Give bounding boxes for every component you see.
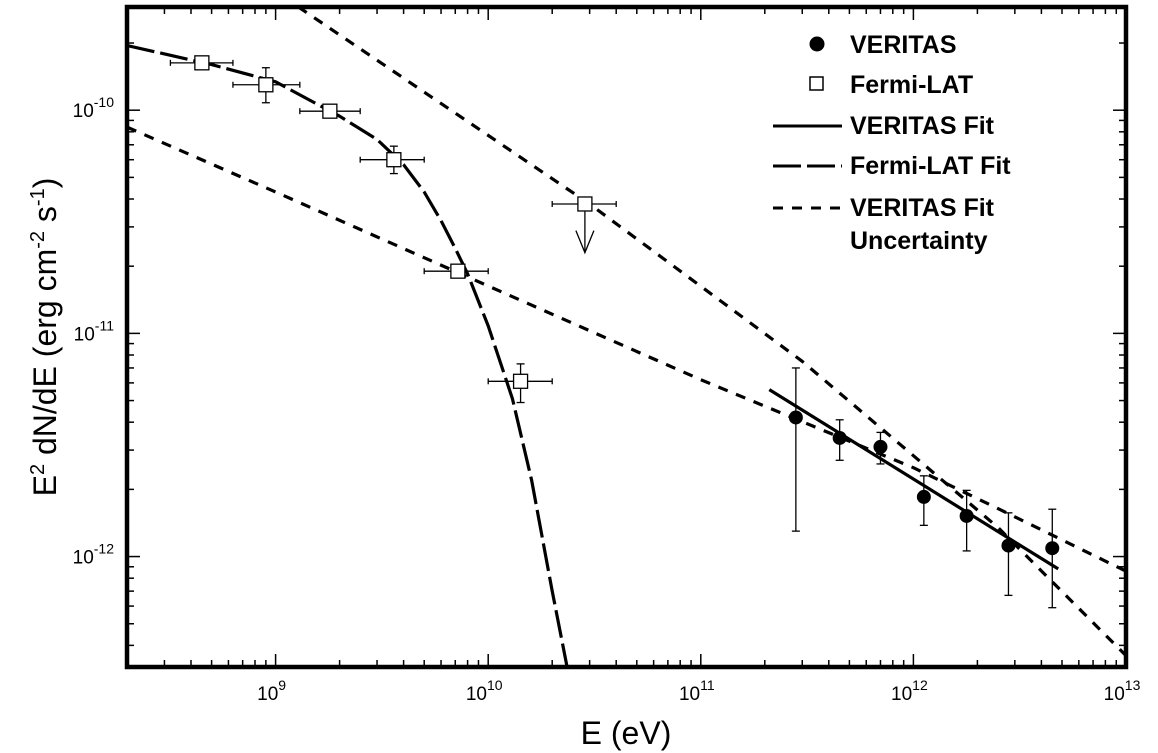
fermi-marker — [194, 55, 210, 71]
veritas-point — [916, 475, 931, 526]
y-axis-title-part-c: s — [27, 206, 63, 231]
x-tick-label-exponent: 9 — [278, 677, 286, 693]
fermi-marker — [386, 152, 402, 168]
y-tick-label: 10-11 — [74, 317, 115, 345]
fermi-marker — [512, 373, 529, 389]
fermi-point — [487, 363, 553, 404]
curve-uncertainty_upper — [297, 7, 1126, 657]
veritas-point — [873, 431, 888, 465]
x-tick-label: 109 — [257, 677, 286, 705]
legend: VERITAS Fermi-LAT VERITAS Fit Fermi-LAT … — [773, 31, 1011, 255]
fermi-marker — [258, 77, 274, 93]
veritas-point — [1001, 512, 1016, 597]
y-axis-title-part-d: ) — [27, 178, 63, 189]
x-tick-label-base: 10 — [1104, 684, 1125, 705]
veritas-marker — [832, 430, 847, 445]
x-tick-label-base: 10 — [891, 684, 912, 705]
y-axis-title-sup-b: -2 — [27, 231, 49, 249]
veritas-point — [832, 419, 847, 461]
legend-fermi-label: Fermi-LAT — [850, 71, 973, 99]
data-points — [169, 55, 1060, 609]
y-tick-label: 10-12 — [73, 541, 115, 569]
legend-veritas-label: VERITAS — [850, 31, 957, 59]
fermi-point — [551, 196, 617, 255]
x-tick-label-base: 10 — [466, 684, 487, 705]
x-tick-label: 1010 — [466, 677, 503, 705]
legend-fermi-marker — [809, 76, 824, 91]
y-axis-title-sup-c: -1 — [27, 188, 49, 206]
legend-fermi-fit-label: Fermi-LAT Fit — [850, 152, 1011, 180]
upper-limit-arrow-head — [575, 230, 595, 255]
plot-frame — [124, 4, 1129, 670]
y-tick-label-base: 10 — [73, 548, 94, 569]
veritas-point — [1045, 508, 1060, 609]
y-axis-title-sup-a: 2 — [27, 464, 49, 475]
fermi-marker — [577, 196, 593, 212]
veritas-point — [788, 367, 803, 532]
veritas-marker — [1045, 541, 1060, 556]
y-tick-label-base: 10 — [73, 101, 94, 122]
legend-veritas-marker — [809, 36, 825, 52]
y-axis-title-part-a: E — [27, 475, 63, 496]
veritas-marker — [788, 410, 803, 425]
fermi-point — [169, 55, 234, 71]
x-tick-label: 1011 — [679, 677, 715, 705]
veritas-marker — [959, 508, 974, 523]
x-tick-label: 1013 — [1104, 677, 1141, 705]
y-tick-label: 10-10 — [73, 94, 115, 122]
legend-veritas-fit-label: VERITAS Fit — [850, 112, 995, 140]
x-tick-label: 1012 — [891, 677, 928, 705]
y-tick-label-base: 10 — [74, 324, 95, 345]
x-tick-label-exponent: 10 — [487, 677, 503, 693]
x-tick-label-base: 10 — [679, 684, 700, 705]
fermi-marker — [322, 103, 338, 119]
y-tick-label-exponent: -12 — [94, 541, 114, 557]
x-tick-label-base: 10 — [257, 684, 278, 705]
veritas-point — [959, 489, 974, 552]
x-tick-label-exponent: 13 — [1125, 677, 1141, 693]
x-tick-labels: 109 1010 1011 1012 1013 — [257, 677, 1140, 705]
y-tick-label-exponent: -10 — [94, 94, 114, 110]
fermi-point — [232, 67, 301, 104]
x-tick-label-exponent: 11 — [700, 677, 715, 693]
fermi-point — [299, 103, 361, 119]
veritas-marker — [873, 439, 888, 454]
veritas-marker — [916, 489, 931, 504]
x-tick-label-exponent: 12 — [912, 677, 928, 693]
y-axis-title-part-b: dN/dE (erg cm — [27, 249, 63, 464]
y-tick-label-exponent: -11 — [95, 317, 114, 333]
fermi-point — [359, 145, 425, 175]
y-axis-title: E2 dN/dE (erg cm-2 s-1) — [27, 178, 63, 497]
legend-uncertainty-label-2: Uncertainty — [850, 227, 988, 255]
x-axis-title: E (eV) — [581, 715, 672, 751]
curve-fermi_fit — [127, 43, 569, 667]
veritas-marker — [1001, 538, 1016, 553]
legend-uncertainty-label: VERITAS Fit — [850, 194, 995, 222]
fermi-point — [423, 263, 489, 279]
curve-uncertainty_lower — [127, 125, 1126, 573]
fermi-marker — [450, 263, 466, 279]
